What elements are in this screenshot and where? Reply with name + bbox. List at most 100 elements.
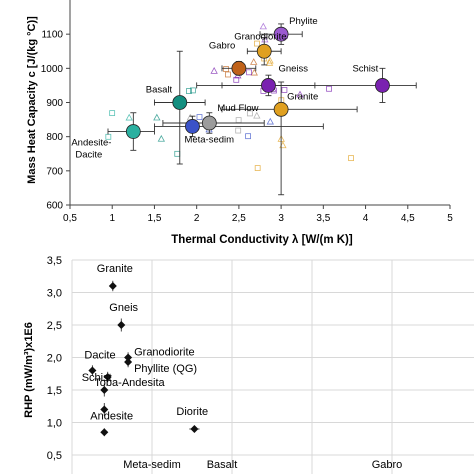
point-label: Mud Flow [217, 103, 258, 114]
sample-marker [348, 155, 354, 162]
y-tick-label: 600 [46, 201, 63, 212]
point-label: Toba-Andesita [94, 377, 165, 389]
point-label: Granite [287, 91, 318, 102]
data-point [117, 321, 126, 329]
point-label: Schist [82, 372, 112, 384]
data-point [375, 78, 390, 93]
x-tick-label: 4 [363, 213, 369, 224]
sample-marker [266, 117, 274, 125]
y-tick-label: 1,5 [47, 385, 62, 397]
sample-marker [210, 67, 218, 74]
y-tick-label: 3,5 [47, 255, 62, 267]
data-point [103, 373, 112, 381]
sample-marker [254, 40, 260, 47]
point-label: Gneis [109, 302, 138, 314]
sample-marker [261, 35, 269, 43]
y-tick-label: 1100 [41, 30, 63, 41]
x-tick-label: 0,5 [63, 213, 77, 224]
y-axis-label: Mass Heat Capacity c [J/(kg °C)] [26, 16, 38, 184]
point-label: Gneiss [278, 63, 308, 74]
point-label: Granodiorite [134, 347, 195, 359]
point-label: Diorite [176, 406, 208, 418]
data-point [125, 124, 141, 139]
sample-marker [254, 165, 261, 171]
point-label: Basalt [146, 85, 173, 96]
data-point [201, 115, 217, 131]
point-label: Granodiorite [234, 31, 286, 42]
sample-marker [235, 127, 242, 134]
sample-marker [157, 134, 166, 142]
x-axis-label: Thermal Conductivity λ [W/(m K)] [171, 234, 353, 246]
point-label: Schist [352, 63, 378, 74]
data-point [261, 78, 276, 93]
y-tick-label: 0,5 [47, 450, 62, 462]
sample-marker [246, 69, 252, 76]
point-label: Phylite [289, 16, 318, 27]
data-point [273, 101, 289, 117]
point-label: Phyllite (QG) [134, 363, 197, 375]
x-tick-label: 2,5 [232, 213, 246, 224]
category-label: Basalt [207, 459, 238, 471]
y-tick-label: 1,0 [47, 418, 62, 430]
sample-marker [265, 58, 274, 66]
sample-marker [196, 114, 203, 120]
sample-marker [186, 88, 192, 94]
data-point [108, 282, 117, 290]
data-point [124, 353, 133, 362]
category-label: Gabro [372, 459, 403, 471]
point-label: Dacite [75, 150, 102, 161]
sample-marker [189, 87, 196, 94]
point-label: Dacite [84, 350, 115, 362]
x-tick-label: 1 [109, 213, 115, 224]
rhp-chart: 0,5 1,0 1,5 2,0 2,5 3,0 3,5 Granite Gneis Granod… [23, 255, 474, 474]
sample-marker [153, 113, 161, 121]
y-tick-label: 800 [46, 132, 63, 143]
sample-marker [174, 150, 181, 157]
y-tick-label: 700 [46, 166, 63, 177]
sample-marker [125, 113, 133, 121]
y-tick-label: 900 [46, 98, 63, 109]
data-point [190, 425, 199, 433]
sample-marker [225, 71, 231, 78]
heat-capacity-chart: 0,5 1 1,5 2 2,5 3 3,5 4 4,5 5 600 700 800 900 1000 1100… [26, 0, 453, 246]
point-label: Andesite- [71, 138, 111, 149]
x-tick-label: 2 [194, 213, 200, 224]
x-tick-label: 5 [447, 213, 453, 224]
sample-marker [259, 22, 267, 30]
y-tick-label: 2,0 [47, 353, 62, 365]
x-tick-label: 4,5 [401, 213, 415, 224]
data-point [185, 119, 200, 134]
y-tick-label: 3,0 [47, 288, 62, 300]
sample-marker [326, 85, 332, 92]
sample-marker [296, 90, 304, 98]
sample-marker [281, 87, 288, 93]
data-point [100, 428, 109, 437]
x-tick-label: 3,5 [316, 213, 330, 224]
sample-marker [250, 68, 258, 76]
point-label: Meta-sedim [184, 134, 234, 145]
sample-marker [250, 58, 258, 65]
y-axis-label: RHP (mW/m³)x1E6 [23, 322, 35, 418]
x-tick-label: 3 [278, 213, 284, 224]
sample-marker [233, 76, 240, 83]
point-label: Andesite [90, 411, 133, 423]
sample-marker [109, 110, 116, 117]
data-point [124, 358, 133, 367]
data-point [231, 60, 247, 76]
y-tick-label: 2,5 [47, 320, 62, 332]
category-label: Meta-sedim [123, 459, 180, 471]
sample-marker [246, 110, 253, 117]
data-point [88, 366, 97, 375]
sample-marker [266, 56, 274, 64]
data-point [273, 26, 289, 42]
sample-marker [223, 66, 229, 72]
data-point [172, 95, 188, 110]
sample-marker [253, 111, 261, 119]
y-tick-label: 1000 [41, 64, 64, 75]
point-label: Granite [97, 263, 133, 275]
data-point [100, 405, 109, 414]
sample-marker [235, 117, 242, 124]
data-point [100, 386, 109, 394]
x-tick-label: 1,5 [147, 213, 161, 224]
data-point [256, 43, 272, 59]
